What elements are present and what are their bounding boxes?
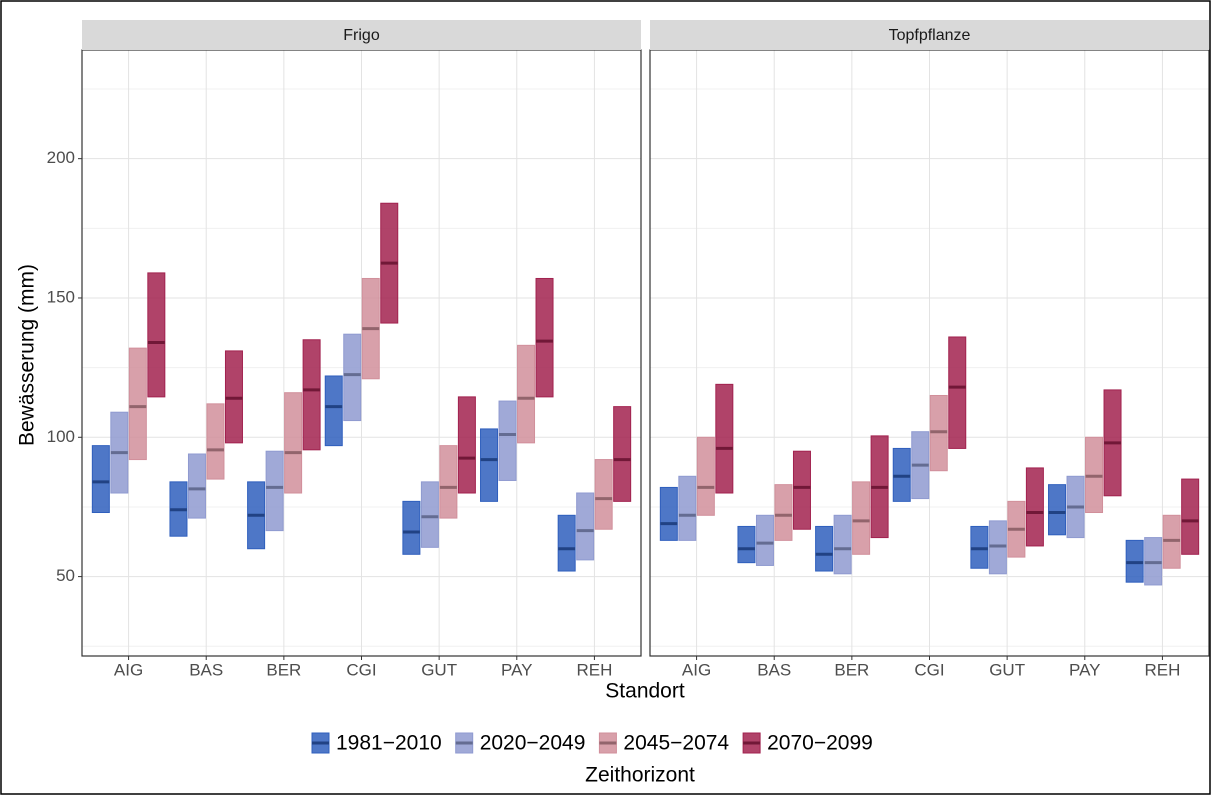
crossbar-box xyxy=(187,453,206,519)
crossbar-box xyxy=(535,277,554,398)
crossbar-box xyxy=(948,336,967,449)
crossbar-box xyxy=(402,500,421,555)
crossbar-box xyxy=(594,459,613,530)
crossbar-box xyxy=(852,481,871,555)
crossbar-box xyxy=(696,436,715,516)
crossbar-box xyxy=(737,525,756,564)
x-axis-label: Standort xyxy=(605,680,685,703)
strip xyxy=(650,20,1209,50)
crossbar-box xyxy=(576,492,595,561)
crossbar-box xyxy=(343,333,362,422)
x-tick-label: CGI xyxy=(914,660,944,679)
crossbar-box xyxy=(265,450,284,532)
x-tick-label: GUT xyxy=(989,660,1025,679)
crossbar-box xyxy=(557,514,576,572)
crossbar-box xyxy=(833,514,852,575)
crossbar-box xyxy=(284,392,303,494)
strip xyxy=(82,20,641,50)
y-tick-label: 50 xyxy=(56,566,75,585)
x-tick-label: PAY xyxy=(1069,660,1101,679)
crossbar-box xyxy=(128,347,147,461)
crossbar-box xyxy=(498,400,517,481)
x-tick-label: AIG xyxy=(682,660,711,679)
crossbar-box xyxy=(755,514,774,566)
crossbar-box xyxy=(815,525,834,572)
crossbar-box xyxy=(613,406,632,502)
y-tick-label: 200 xyxy=(47,148,75,167)
crossbar-box xyxy=(1048,484,1067,536)
crossbar-box xyxy=(206,403,225,480)
x-tick-label: BER xyxy=(266,660,301,679)
x-tick-label: GUT xyxy=(421,660,457,679)
crossbar-box xyxy=(1181,478,1200,555)
x-tick-label: BAS xyxy=(189,660,223,679)
crossbar-box xyxy=(480,428,499,502)
crossbar-box xyxy=(147,272,166,398)
crossbar-box xyxy=(302,339,321,451)
crossbar-box xyxy=(457,396,476,494)
legend-title: Zeithorizont xyxy=(585,764,695,787)
legend-label: 2045−2074 xyxy=(623,732,729,755)
x-tick-label: PAY xyxy=(501,660,533,679)
crossbar-box xyxy=(91,445,110,514)
x-tick-label: CGI xyxy=(346,660,376,679)
crossbar-box xyxy=(1025,467,1044,547)
crossbar-box xyxy=(715,383,734,494)
x-tick-label: BER xyxy=(834,660,869,679)
crossbar-box xyxy=(420,481,439,548)
crossbar-box xyxy=(324,375,343,447)
strip-label: Topfpflanze xyxy=(889,27,971,44)
strip-label: Frigo xyxy=(343,27,380,44)
x-tick-label: REH xyxy=(1144,660,1180,679)
crossbar-box xyxy=(678,475,697,541)
legend-label: 2020−2049 xyxy=(480,732,586,755)
x-tick-label: BAS xyxy=(757,660,791,679)
crossbar-box xyxy=(792,450,811,530)
crossbar-box xyxy=(439,445,458,519)
legend-label: 1981−2010 xyxy=(336,732,442,755)
x-tick-label: REH xyxy=(576,660,612,679)
crossbar-box xyxy=(774,484,793,541)
legend-label: 2070−2099 xyxy=(767,732,873,755)
y-axis-label: Bewässerung (mm) xyxy=(16,264,39,446)
x-tick-label: AIG xyxy=(114,660,143,679)
crossbar-box xyxy=(517,344,536,444)
y-tick-label: 100 xyxy=(47,427,75,446)
y-tick-label: 150 xyxy=(47,287,75,306)
crossbar-box xyxy=(659,486,678,541)
